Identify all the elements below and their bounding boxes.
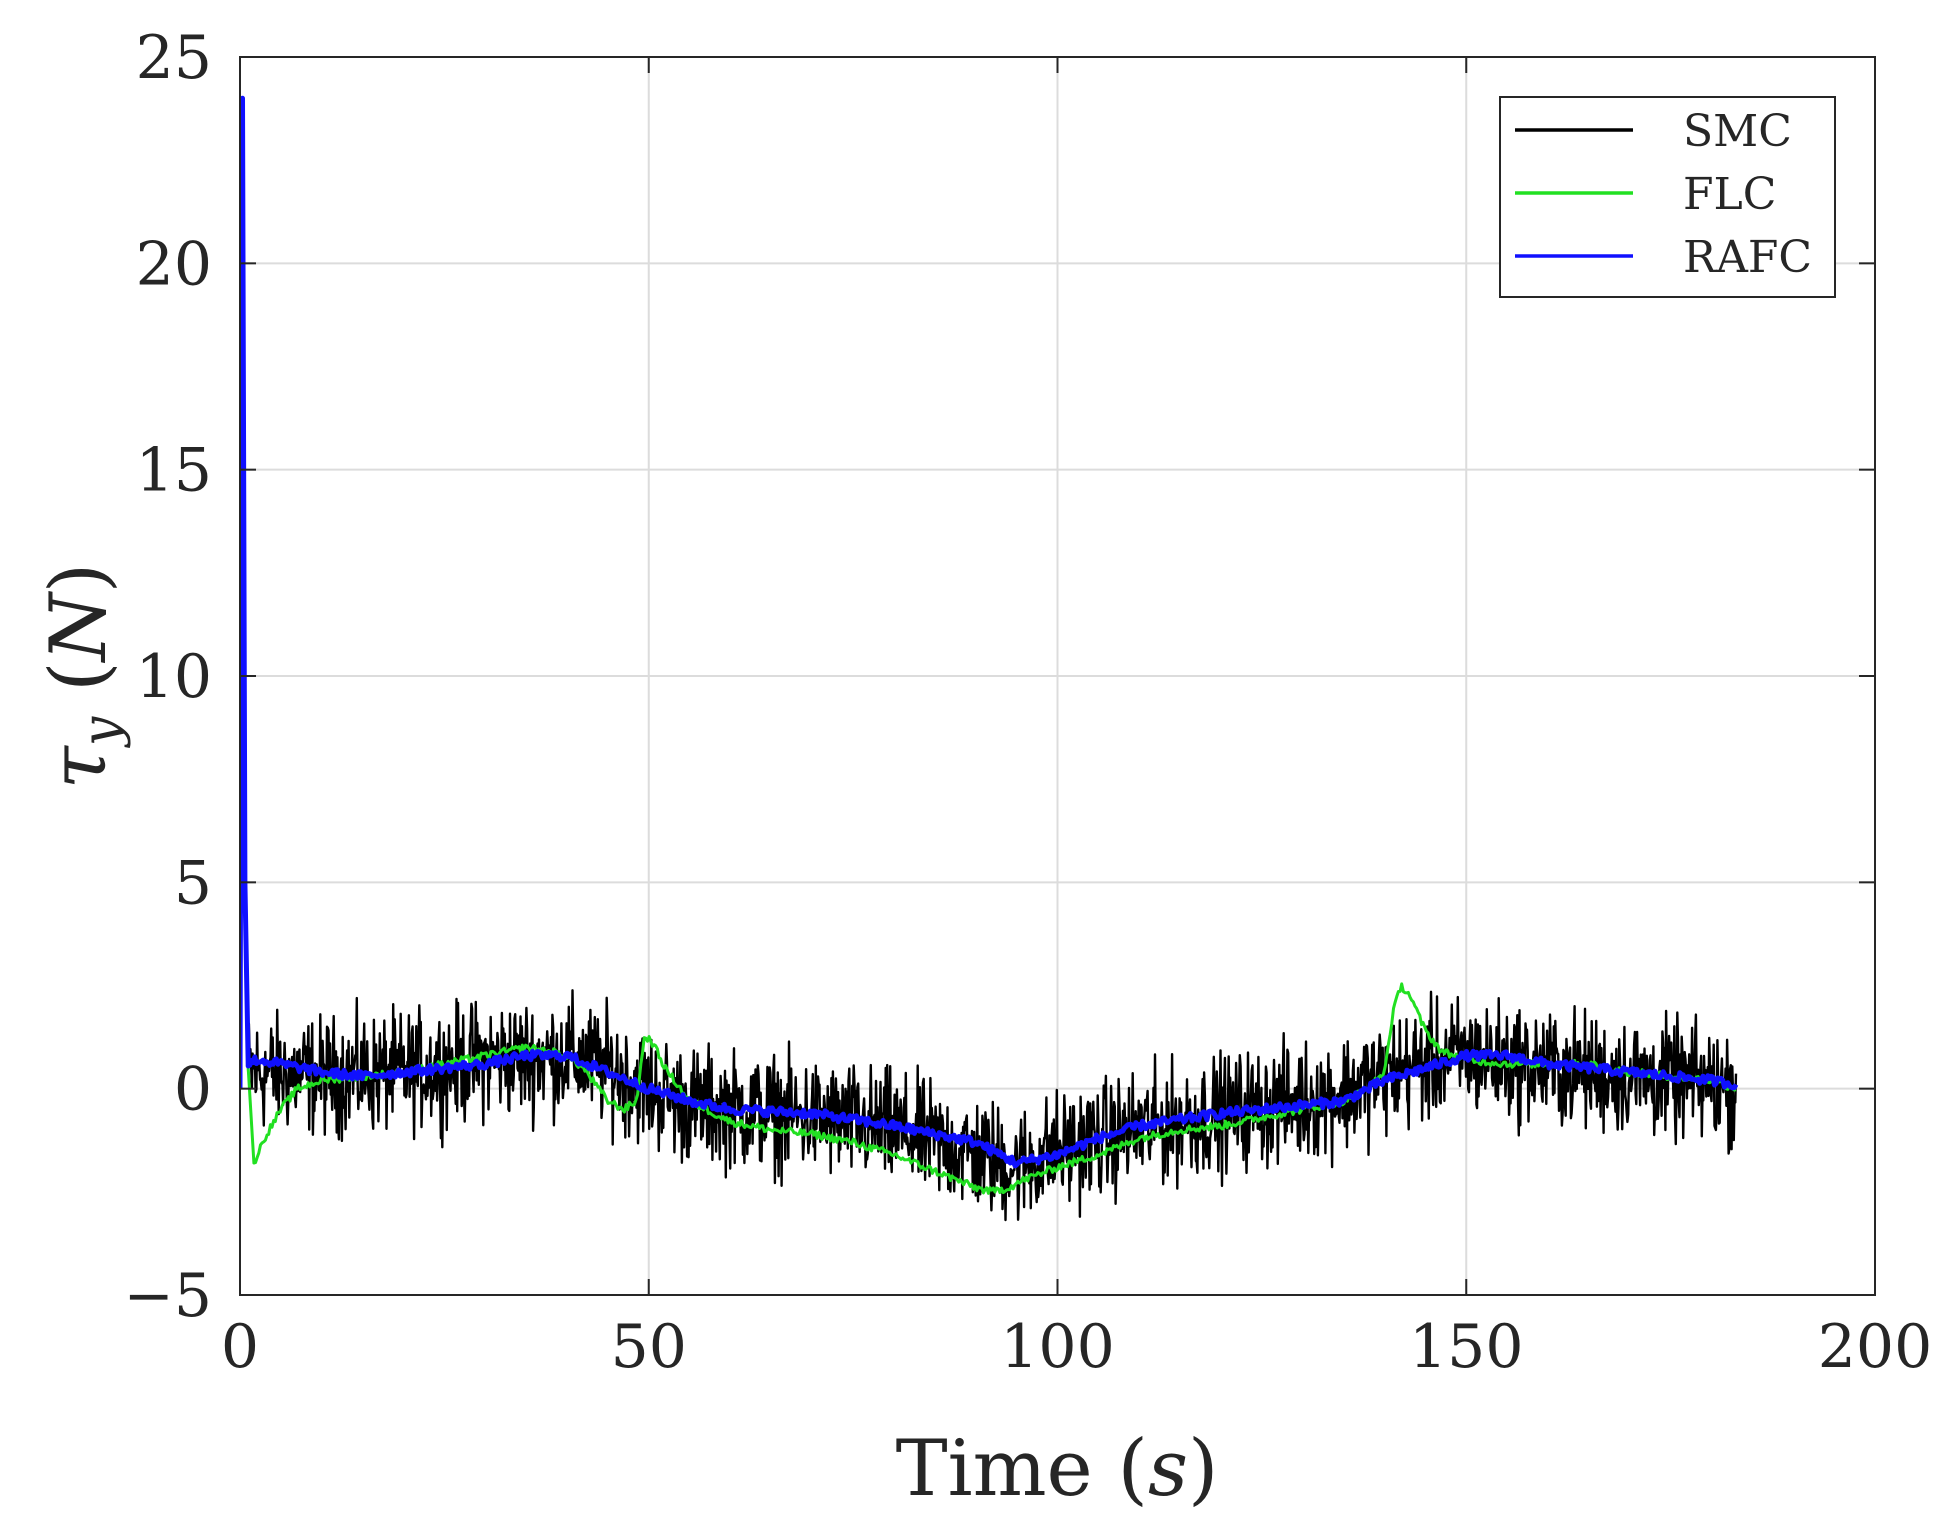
y-axis-label-subscript: y (72, 716, 132, 748)
series-layer (240, 95, 1739, 1222)
legend-label-flc: FLC (1683, 169, 1776, 220)
y-tick-label: 10 (136, 642, 212, 712)
series-line-flc (240, 96, 1737, 1195)
x-axis-label: Time (s) (896, 1424, 1219, 1514)
y-tick-label: 5 (174, 848, 212, 918)
y-tick-label: 25 (136, 23, 212, 93)
series-line-rafc (240, 95, 1739, 1169)
y-axis-label-symbol: τ (34, 744, 124, 789)
x-axis-label-unit: s (1148, 1424, 1188, 1514)
y-axis-label-unit: N (34, 590, 124, 663)
legend: SMC FLC RAFC (1499, 96, 1836, 298)
y-axis-label: τy (N) (34, 563, 132, 789)
y-tick-label: 20 (136, 229, 212, 299)
x-axis-label-word: Time (896, 1424, 1093, 1514)
tick-marks (239, 56, 1876, 1296)
x-tick-label: 50 (611, 1312, 687, 1382)
y-tick-label: −5 (124, 1261, 212, 1331)
x-tick-label: 200 (1818, 1312, 1933, 1382)
y-tick-label: 15 (136, 436, 212, 506)
legend-label-smc: SMC (1683, 106, 1792, 157)
x-tick-label: 0 (221, 1312, 259, 1382)
x-tick-label: 100 (1000, 1312, 1115, 1382)
x-tick-label: 150 (1409, 1312, 1524, 1382)
legend-label-rafc: RAFC (1683, 232, 1812, 283)
y-tick-label: 0 (174, 1055, 212, 1125)
